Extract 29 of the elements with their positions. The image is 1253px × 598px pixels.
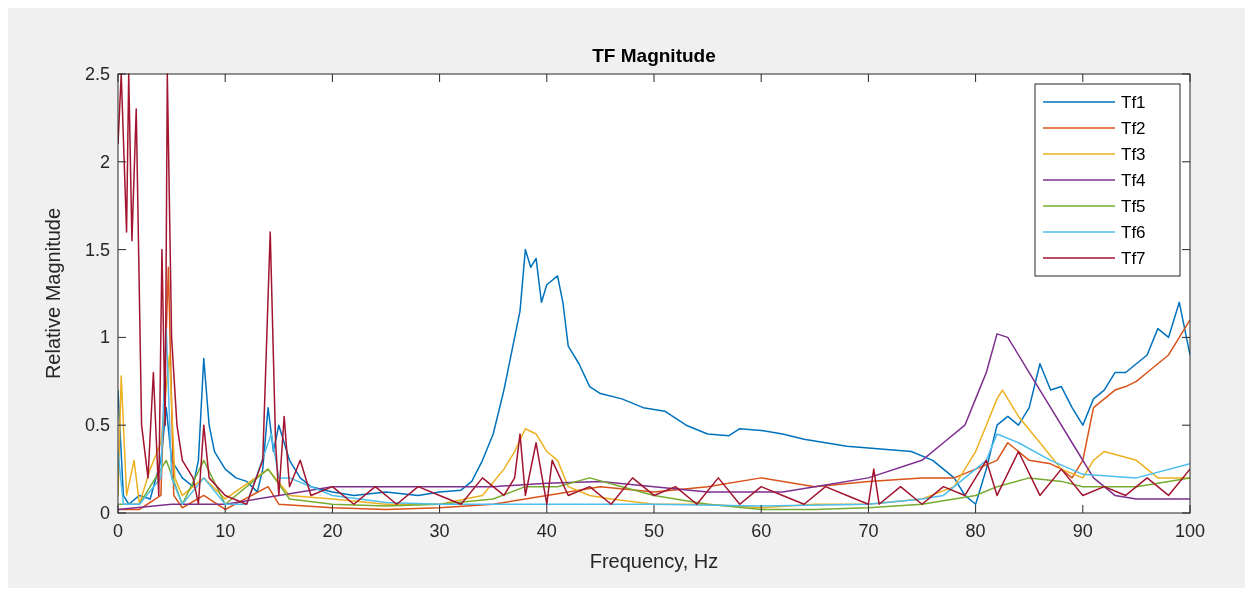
- legend-label: Tf6: [1121, 223, 1146, 242]
- x-tick-label: 20: [322, 521, 343, 541]
- x-tick-label: 80: [965, 521, 986, 541]
- line-series: [118, 459, 1190, 511]
- y-tick-label: 0.5: [84, 415, 110, 436]
- x-tick-label: 70: [858, 521, 879, 541]
- x-tick-label: 10: [215, 521, 236, 541]
- x-tick-label: 40: [536, 521, 557, 541]
- y-tick-label: 0: [99, 503, 110, 523]
- legend-label: Tf2: [1121, 119, 1146, 138]
- y-axis-title: Relative Magnitude: [42, 207, 64, 380]
- x-tick-label: 30: [429, 521, 450, 541]
- chart-title: TF Magnitude: [592, 45, 716, 66]
- x-tick-label: 100: [1174, 521, 1206, 541]
- y-tick-label: 1: [99, 327, 110, 348]
- x-tick-label: 0: [112, 521, 124, 541]
- x-axis-title: Frequency, Hz: [589, 550, 719, 572]
- line-series: [118, 73, 1190, 505]
- x-tick-label: 60: [751, 521, 772, 541]
- legend-label: Tf1: [1121, 93, 1146, 112]
- legend-label: Tf4: [1121, 171, 1146, 190]
- legend-label: Tf5: [1121, 197, 1146, 216]
- legend-label: Tf3: [1121, 145, 1146, 164]
- x-tick-label: 50: [643, 521, 665, 541]
- legend-label: Tf7: [1121, 249, 1146, 268]
- y-tick-label: 2.5: [84, 64, 110, 84]
- x-tick-label: 90: [1072, 521, 1093, 541]
- y-tick-label: 2: [99, 151, 110, 172]
- y-tick-label: 1.5: [84, 239, 110, 260]
